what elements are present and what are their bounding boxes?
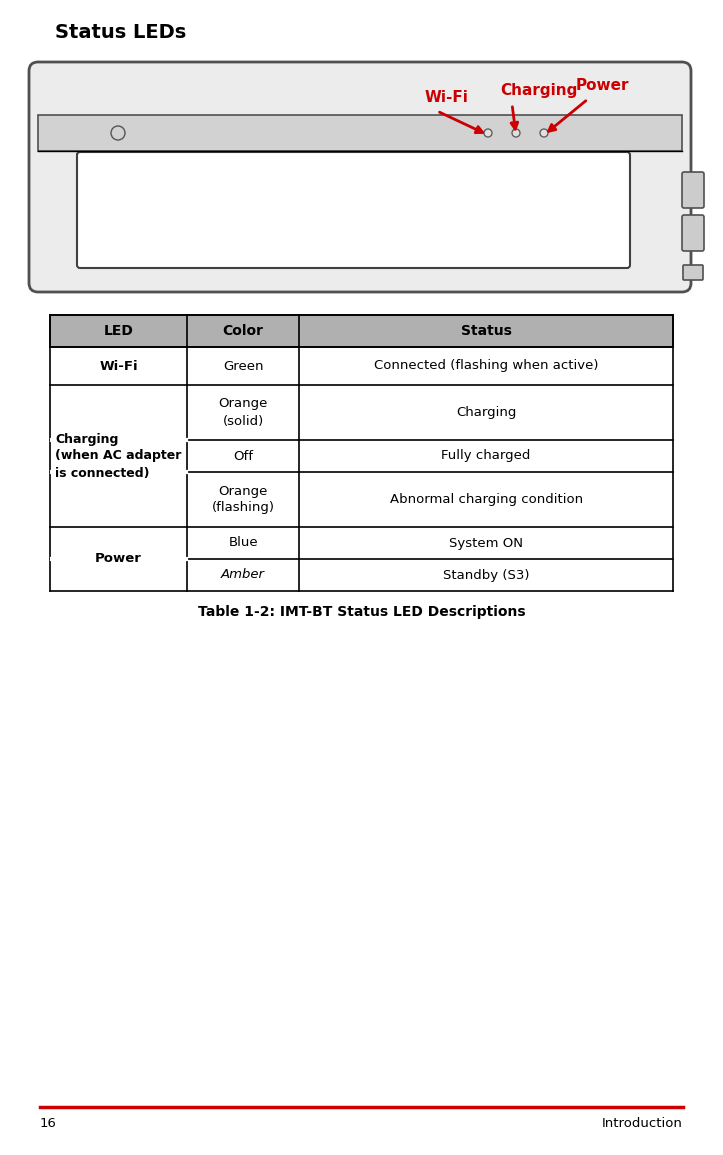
Text: Off: Off <box>233 449 253 462</box>
Text: Standby (S3): Standby (S3) <box>443 568 529 581</box>
FancyBboxPatch shape <box>683 264 703 280</box>
Circle shape <box>512 129 520 137</box>
Text: Charging: Charging <box>500 83 578 98</box>
Circle shape <box>484 129 492 137</box>
Text: System ON: System ON <box>449 537 523 550</box>
Text: Power: Power <box>95 552 142 566</box>
Bar <box>50 472 673 527</box>
Bar <box>50 315 673 346</box>
Text: Charging
(when AC adapter
is connected): Charging (when AC adapter is connected) <box>56 432 181 479</box>
Text: 16: 16 <box>40 1117 57 1130</box>
Text: Color: Color <box>223 325 264 338</box>
Circle shape <box>111 126 125 140</box>
Text: Charging: Charging <box>456 407 516 419</box>
Text: Orange
(solid): Orange (solid) <box>218 397 268 427</box>
Circle shape <box>540 129 548 137</box>
Bar <box>50 527 673 559</box>
Text: Abnormal charging condition: Abnormal charging condition <box>390 493 583 506</box>
Text: LED: LED <box>103 325 134 338</box>
FancyBboxPatch shape <box>29 62 691 292</box>
Text: Status: Status <box>461 325 512 338</box>
Text: Green: Green <box>223 359 263 373</box>
FancyBboxPatch shape <box>77 152 630 268</box>
Text: Amber: Amber <box>221 568 265 581</box>
Text: Orange
(flashing): Orange (flashing) <box>212 484 275 514</box>
Text: Connected (flashing when active): Connected (flashing when active) <box>374 359 599 373</box>
Text: Status LEDs: Status LEDs <box>55 23 187 42</box>
Text: Table 1-2: IMT-BT Status LED Descriptions: Table 1-2: IMT-BT Status LED Description… <box>197 605 526 619</box>
Bar <box>50 440 673 472</box>
Text: Introduction: Introduction <box>602 1117 683 1130</box>
Text: Wi-Fi: Wi-Fi <box>99 359 138 373</box>
Text: Fully charged: Fully charged <box>442 449 531 462</box>
Bar <box>50 559 673 591</box>
FancyBboxPatch shape <box>682 215 704 251</box>
Text: Wi-Fi: Wi-Fi <box>425 90 469 105</box>
Bar <box>38 116 682 151</box>
Bar <box>50 346 673 385</box>
Text: Blue: Blue <box>228 537 258 550</box>
Text: Power: Power <box>576 79 630 94</box>
Bar <box>50 385 673 440</box>
FancyBboxPatch shape <box>682 172 704 208</box>
